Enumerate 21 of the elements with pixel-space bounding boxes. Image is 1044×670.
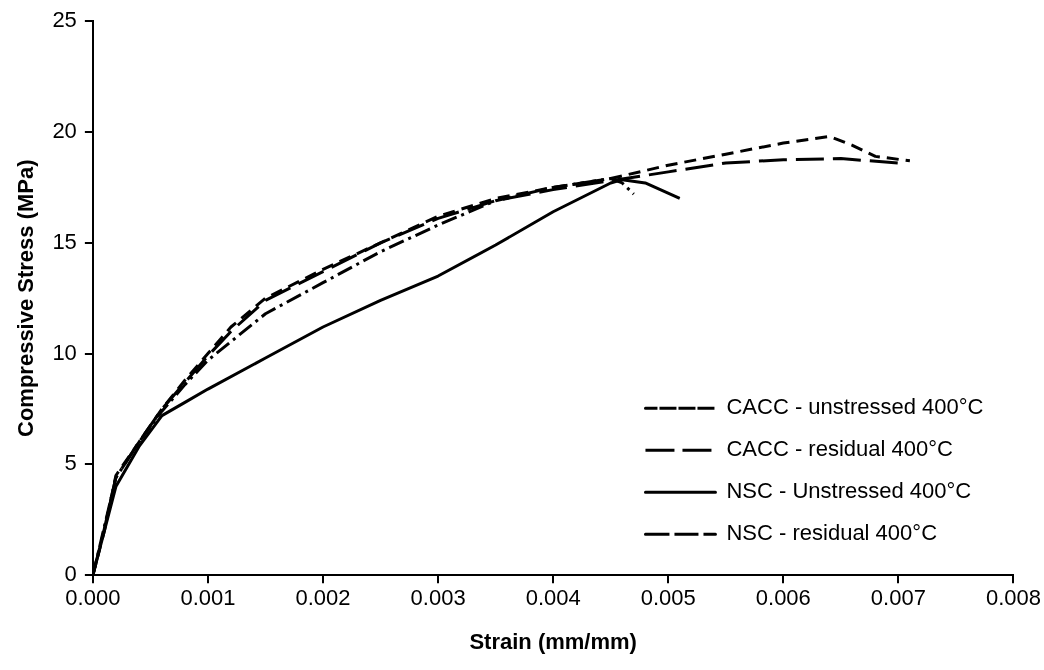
legend-label: NSC - Unstressed 400°C (726, 478, 972, 504)
y-tick-label: 15 (52, 228, 77, 254)
legend-label: NSC - residual 400°C (726, 520, 938, 546)
y-tick-label: 5 (64, 450, 77, 476)
y-axis-title: Compressive Stress (MPa) (13, 159, 39, 437)
x-tick-label: 0.005 (640, 585, 696, 611)
x-tick-label: 0.006 (755, 585, 811, 611)
y-tick-label: 0 (64, 561, 77, 587)
x-tick-label: 0.001 (180, 585, 236, 611)
y-tick-label: 25 (52, 7, 77, 33)
x-tick-label: 0.008 (985, 585, 1041, 611)
x-tick-label: 0.007 (870, 585, 926, 611)
legend-label: CACC - residual 400°C (726, 436, 954, 462)
y-tick-label: 20 (52, 118, 77, 144)
x-tick-label: 0.004 (525, 585, 581, 611)
x-axis-title: Strain (mm/mm) (469, 628, 637, 654)
x-tick-label: 0.002 (295, 585, 351, 611)
x-tick-label: 0.000 (65, 585, 121, 611)
y-tick-label: 10 (52, 339, 77, 365)
legend-label: CACC - unstressed 400°C (726, 394, 984, 420)
x-tick-label: 0.003 (410, 585, 466, 611)
